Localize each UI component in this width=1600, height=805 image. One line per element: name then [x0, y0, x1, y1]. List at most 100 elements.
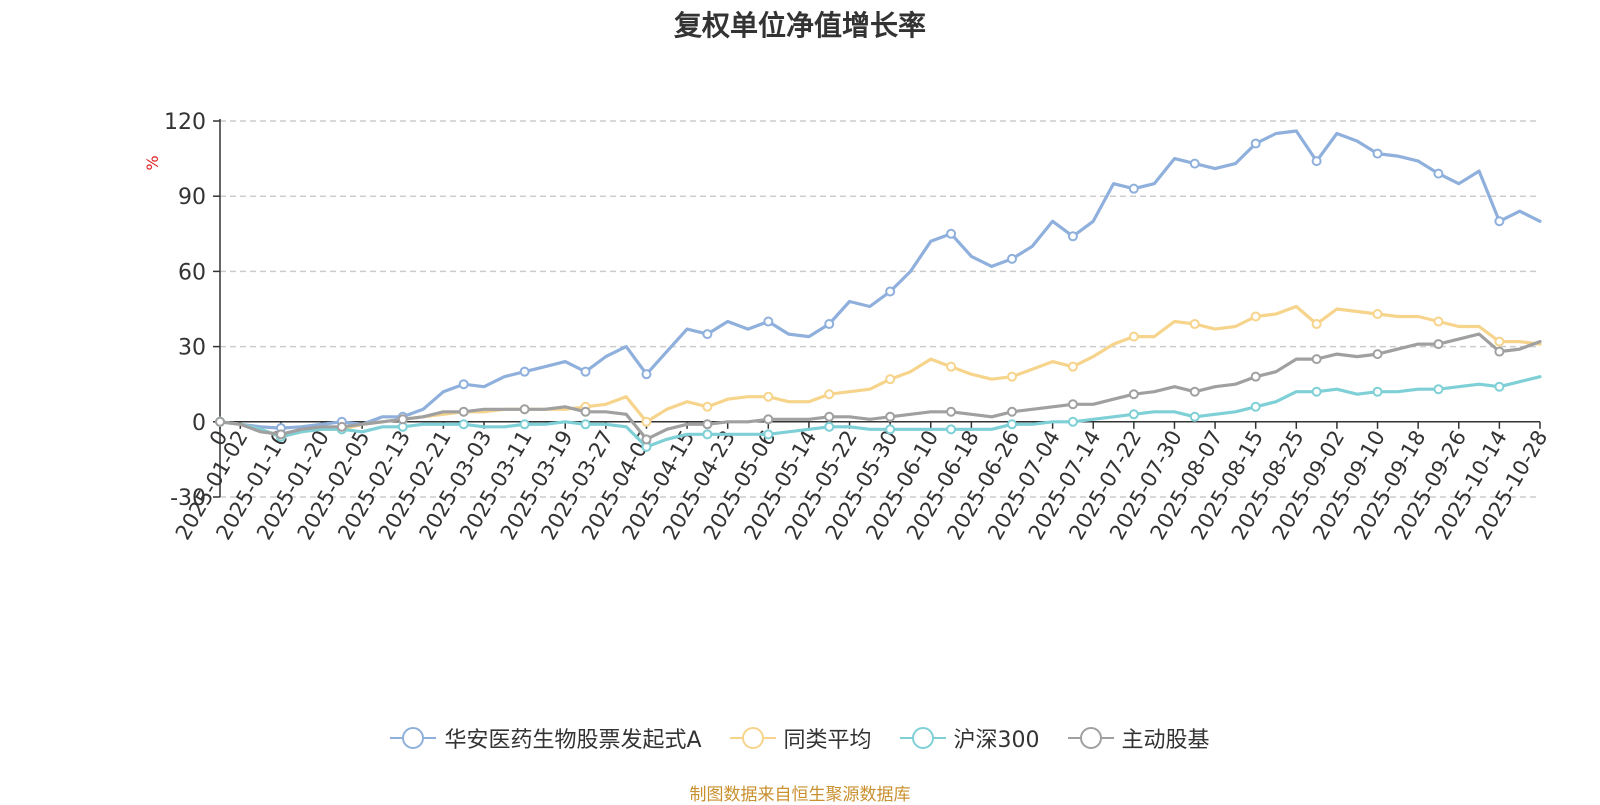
data-point	[458, 406, 469, 417]
legend-label: 华安医药生物股票发起式A	[444, 728, 702, 753]
legend-item[interactable]: 沪深300	[899, 722, 1040, 754]
data-point	[1372, 386, 1383, 397]
data-point	[946, 361, 957, 372]
source-note: 制图数据来自恒生聚源数据库	[689, 785, 911, 805]
data-point	[824, 411, 835, 422]
data-point	[275, 429, 286, 440]
legend-item[interactable]: 同类平均	[729, 722, 872, 754]
y-tick-label: -30	[170, 486, 206, 511]
data-point	[763, 414, 774, 425]
data-point	[946, 406, 957, 417]
data-point	[1494, 336, 1505, 347]
legend-label: 同类平均	[783, 728, 872, 753]
data-point	[763, 429, 774, 440]
data-point	[1494, 381, 1505, 392]
axes: -30030609012002025-01-022025-01-102025-0…	[164, 110, 1552, 544]
data-point	[580, 406, 591, 417]
data-point	[1007, 406, 1017, 417]
legend-label: 主动股基	[1121, 728, 1210, 753]
data-point	[824, 389, 835, 400]
data-point	[1067, 231, 1078, 242]
data-point	[580, 366, 591, 377]
data-point	[1494, 346, 1505, 357]
series-line	[218, 129, 1542, 430]
data-point	[1372, 349, 1383, 360]
legend-item[interactable]: 主动股基	[1067, 722, 1210, 754]
data-point	[215, 416, 225, 427]
data-point	[519, 419, 530, 430]
data-point	[1250, 138, 1261, 149]
data-point	[1311, 156, 1322, 167]
legend-marker-icon	[729, 726, 776, 750]
data-point	[1128, 409, 1139, 420]
data-point	[641, 434, 652, 445]
y-axis-label: %	[143, 155, 162, 170]
data-point	[519, 404, 530, 415]
data-point	[1007, 371, 1017, 382]
data-point	[1189, 411, 1200, 422]
series-layer	[215, 129, 1542, 452]
data-point	[458, 419, 469, 430]
y-tick-label: 60	[178, 260, 206, 285]
data-point	[1250, 371, 1261, 382]
data-point	[1189, 386, 1200, 397]
y-tick-label: 90	[178, 185, 206, 210]
data-point	[1128, 389, 1139, 400]
data-point	[946, 228, 957, 239]
data-point	[1433, 339, 1444, 350]
data-point	[1128, 183, 1139, 194]
data-point	[1311, 386, 1322, 397]
y-tick-label: 30	[178, 336, 206, 361]
data-point	[702, 401, 713, 412]
data-point	[1372, 148, 1383, 159]
data-point	[885, 286, 896, 297]
data-point	[580, 419, 591, 430]
data-point	[1433, 168, 1444, 179]
legend-marker-icon	[899, 726, 946, 750]
legend-label: 沪深300	[953, 728, 1040, 753]
legend-item[interactable]: 华安医药生物股票发起式A	[390, 722, 702, 754]
legend-marker-icon	[1067, 726, 1114, 750]
data-point	[763, 316, 774, 327]
data-point	[702, 329, 713, 340]
y-tick-label: 0	[192, 411, 206, 436]
data-point	[702, 429, 713, 440]
data-point	[1433, 384, 1444, 395]
data-point	[946, 424, 957, 435]
chart-title: 复权单位净值增长率	[673, 9, 926, 42]
data-point	[1067, 361, 1078, 372]
data-point	[1189, 158, 1200, 169]
data-point	[1311, 319, 1322, 330]
legend: 华安医药生物股票发起式A 同类平均 沪深300 主动股基	[0, 722, 1600, 754]
data-point	[1311, 354, 1322, 365]
data-point	[1250, 311, 1261, 322]
legend-marker-icon	[390, 726, 437, 750]
data-point	[1007, 419, 1017, 430]
data-point	[336, 421, 347, 432]
data-point	[641, 369, 652, 380]
series-4	[215, 332, 1542, 445]
data-point	[702, 419, 713, 430]
y-tick-label: 120	[164, 110, 206, 135]
data-point	[824, 421, 835, 432]
data-point	[458, 379, 469, 390]
data-point	[1067, 416, 1078, 427]
data-point	[1007, 253, 1017, 264]
data-point	[885, 411, 896, 422]
data-point	[641, 416, 652, 427]
data-point	[1372, 309, 1383, 320]
data-point	[885, 374, 896, 385]
data-point	[1128, 331, 1139, 342]
data-point	[1433, 316, 1444, 327]
data-point	[885, 424, 896, 435]
series-2	[215, 304, 1542, 442]
data-point	[1189, 319, 1200, 330]
data-point	[1494, 216, 1505, 227]
grid-lines	[220, 120, 1540, 498]
data-point	[1250, 401, 1261, 412]
data-point	[1067, 399, 1078, 410]
data-point	[763, 391, 774, 402]
data-point	[519, 366, 530, 377]
series-1	[215, 129, 1542, 434]
